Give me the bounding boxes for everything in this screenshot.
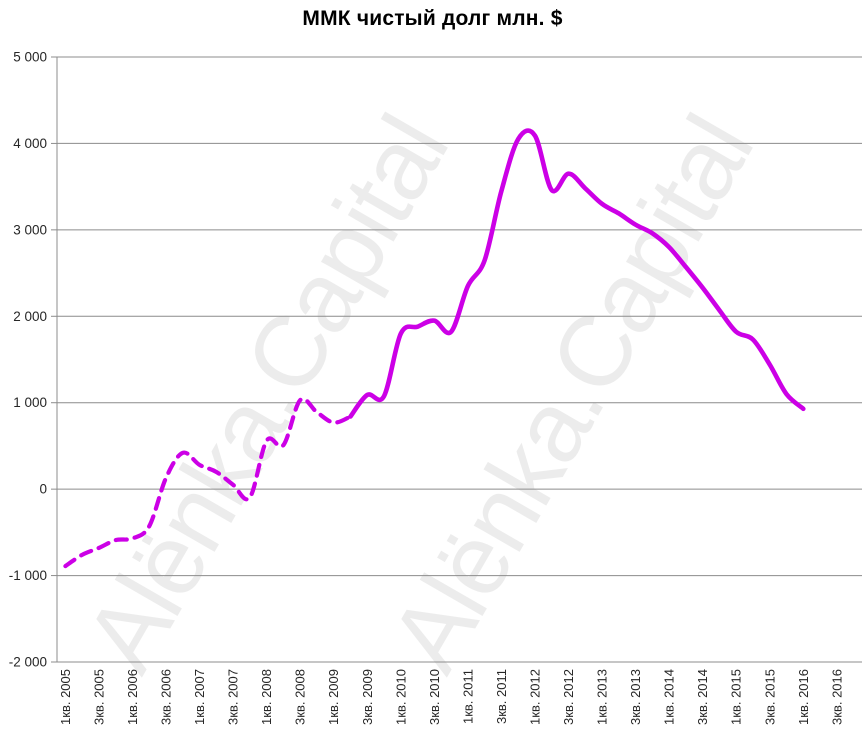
x-tick-label: 3кв. 2013 [628, 669, 643, 725]
x-tick-label: 3кв. 2012 [561, 669, 576, 725]
x-tick-label: 3кв. 2005 [91, 669, 106, 725]
x-tick-label: 1кв. 2007 [192, 669, 207, 725]
x-tick-label: 1кв. 2016 [796, 669, 811, 725]
x-tick-label: 3кв. 2010 [427, 669, 442, 725]
x-tick-label: 1кв. 2005 [58, 669, 73, 725]
x-tick-label: 3кв. 2016 [829, 669, 844, 725]
y-tick-label: 2 000 [13, 309, 47, 324]
x-tick-label: 3кв. 2009 [360, 669, 375, 725]
x-tick-label: 3кв. 2011 [494, 669, 509, 724]
x-tick-label: 1кв. 2011 [460, 669, 475, 724]
y-tick-label: 0 [39, 482, 47, 497]
y-tick-label: 3 000 [13, 222, 47, 237]
debt-line-dashed [63, 396, 353, 569]
x-tick-label: 3кв. 2014 [695, 669, 710, 725]
x-tick-label: 1кв. 2008 [259, 669, 274, 725]
x-tick-label: 3кв. 2007 [226, 669, 241, 725]
y-tick-label: -1 000 [9, 568, 47, 583]
y-tick-label: 1 000 [13, 395, 47, 410]
y-tick-label: -2 000 [9, 655, 47, 670]
x-tick-label: 3кв. 2015 [762, 669, 777, 725]
y-tick-label: 5 000 [13, 50, 47, 65]
x-tick-label: 1кв. 2015 [729, 669, 744, 725]
chart-title: ММК чистый долг млн. $ [302, 7, 563, 30]
y-tick-label: 4 000 [13, 136, 47, 151]
x-tick-label: 3кв. 2008 [293, 669, 308, 725]
x-tick-label: 1кв. 2013 [595, 669, 610, 725]
x-tick-label: 1кв. 2012 [527, 669, 542, 725]
x-tick-label: 1кв. 2006 [125, 669, 140, 725]
debt-line-solid [348, 128, 806, 419]
x-tick-label: 1кв. 2014 [662, 669, 677, 725]
x-tick-label: 1кв. 2009 [326, 669, 341, 725]
x-tick-label: 1кв. 2010 [393, 669, 408, 725]
x-tick-label: 3кв. 2006 [159, 669, 174, 725]
